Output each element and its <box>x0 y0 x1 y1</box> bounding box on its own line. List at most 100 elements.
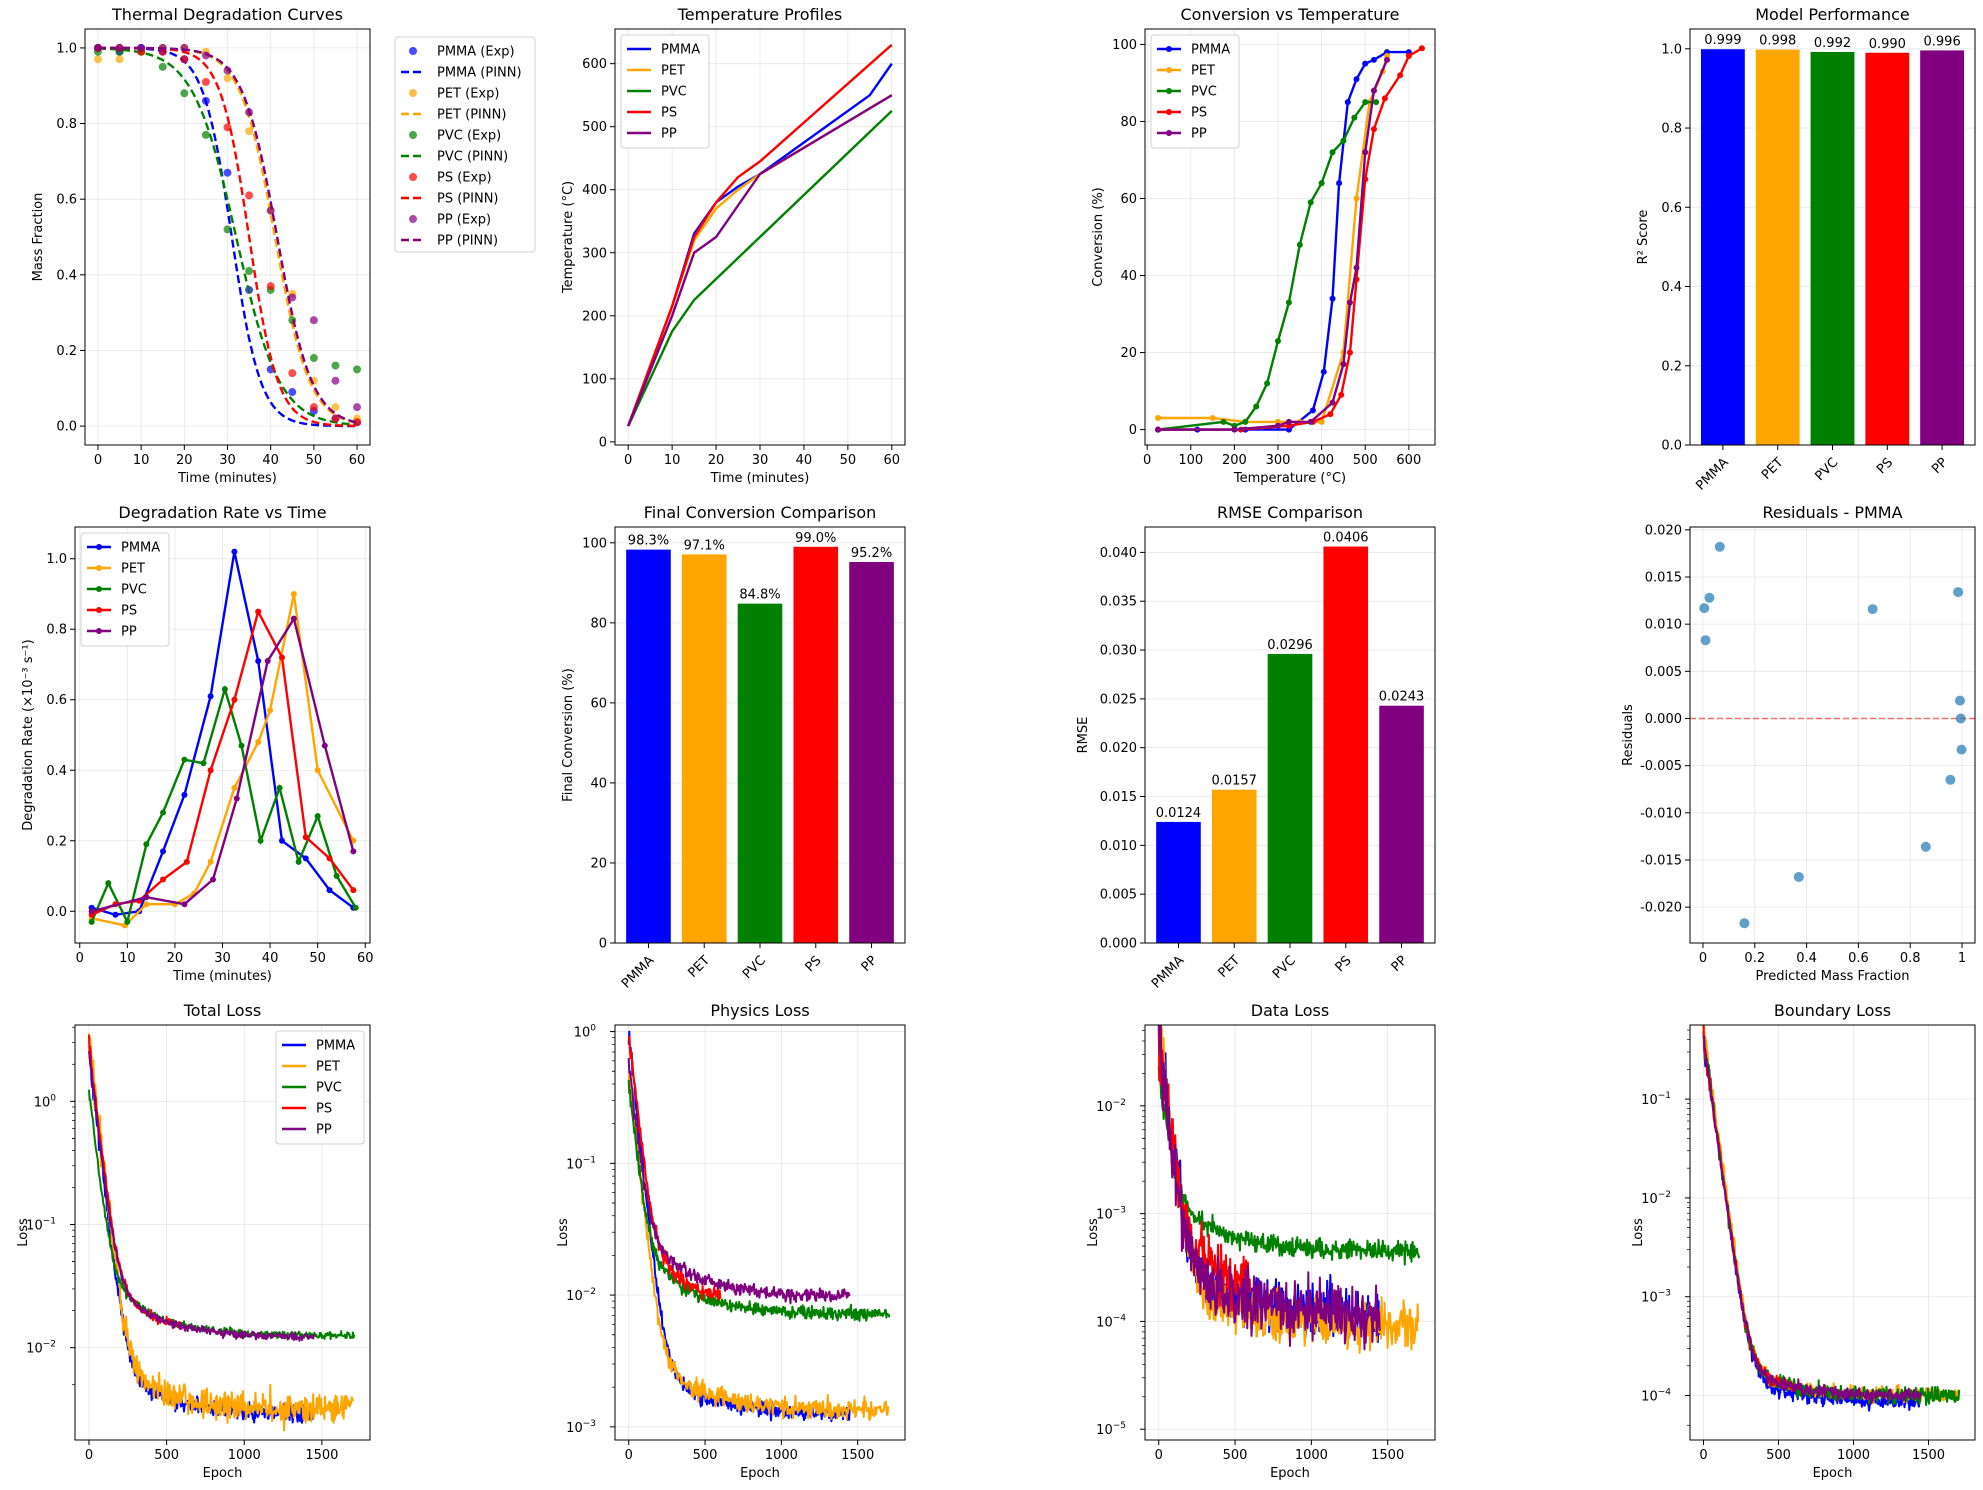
series-line-pvc <box>627 110 893 427</box>
loss-line-pmma <box>1702 1031 1922 1412</box>
bar-ps <box>793 546 839 943</box>
x-tick-label: 60 <box>884 453 901 468</box>
chart-rmse_comparison: 0.0124 0.0157 0.0296 0.0406 0.0243 PMMA PET PVC… <box>1076 503 1436 992</box>
loss-line-ps <box>627 1035 722 1301</box>
series-line-pet <box>91 593 355 927</box>
chart-title: Data Loss <box>1251 1001 1329 1020</box>
legend-label: PS <box>121 604 137 619</box>
series-marker-ps <box>302 834 309 841</box>
legend-label: PS (Exp) <box>437 171 492 186</box>
exp-point-pvc <box>201 130 210 139</box>
series-marker-pmma <box>1320 368 1327 375</box>
bar-value-label: 0.0243 <box>1379 690 1425 705</box>
y-tick-label: 40 <box>590 776 607 791</box>
x-tick-label: 1500 <box>305 1448 338 1463</box>
series-marker-pp <box>181 901 188 908</box>
series-marker-pvc <box>295 858 302 865</box>
y-tick-label: 0.4 <box>1661 280 1682 295</box>
y-tick-label: 10−2 <box>1096 1098 1126 1115</box>
legend-marker-dot <box>96 544 102 550</box>
x-tick-label: 10 <box>119 951 136 966</box>
series-marker-pvc <box>1373 99 1380 106</box>
bar-value-label: 97.1% <box>684 538 725 553</box>
y-tick-label: 0.4 <box>56 268 77 283</box>
residual-point <box>1700 635 1711 646</box>
y-tick-label: 0.8 <box>56 117 77 132</box>
chart-conversion_vs_temperature: 0 100 200 300 400 500 600 0 20 40 60 80 100 Conversio… <box>1091 5 1436 486</box>
exp-point-pp <box>93 43 102 52</box>
x-tick-label: PVC <box>740 953 769 982</box>
legend-marker-dot <box>1166 88 1172 94</box>
x-tick-label: 0 <box>1699 951 1707 966</box>
legend-label: PS (PINN) <box>437 192 499 207</box>
residual-point <box>1704 592 1715 603</box>
exp-point-pvc <box>309 354 318 363</box>
series-marker-pmma <box>302 855 309 862</box>
series-marker-pet <box>314 767 321 774</box>
legend-label: PVC <box>1191 85 1217 100</box>
y-tick-label: 0.0 <box>46 905 67 920</box>
series-marker-pmma <box>1344 99 1351 106</box>
y-tick-label: 60 <box>590 696 607 711</box>
series-marker-pvc <box>160 809 167 816</box>
bar-value-label: 84.8% <box>739 588 780 603</box>
chart-thermal_degradation: 0 10 20 30 40 50 60 0.0 0.2 0.4 0.6 0.8 1.0 Thermal D… <box>31 5 536 486</box>
legend-marker-dot <box>96 586 102 592</box>
plot-area <box>627 43 893 427</box>
y-tick-label: -0.005 <box>1640 759 1682 774</box>
series-marker-ps <box>207 767 214 774</box>
legend-label: PMMA (PINN) <box>437 66 522 81</box>
loss-line-pvc <box>627 1079 891 1322</box>
loss-line-pmma <box>627 1030 851 1423</box>
axes-frame <box>1689 526 1976 944</box>
x-tick-label: 0 <box>624 453 632 468</box>
x-tick-label: PET <box>1759 455 1787 483</box>
y-tick-label: 0.6 <box>56 193 77 208</box>
y-tick-label: 0.010 <box>1100 839 1137 854</box>
y-tick-label: 0 <box>599 435 607 450</box>
y-tick-label: 10−5 <box>1096 1421 1126 1438</box>
residual-point <box>1699 603 1710 614</box>
series-line-pvc <box>90 684 357 926</box>
chart-title: Residuals - PMMA <box>1762 503 1902 522</box>
legend-label: PS <box>1191 106 1207 121</box>
legend-label: PVC <box>661 85 687 100</box>
exp-point-pvc <box>331 361 340 370</box>
series-marker-pvc <box>1318 180 1325 187</box>
residual-point <box>1920 841 1931 852</box>
y-tick-label: 0.000 <box>1100 937 1137 952</box>
plot-area <box>1702 1025 1961 1412</box>
series-marker-pvc <box>221 686 228 693</box>
x-tick-label: PVC <box>1270 953 1299 982</box>
y-tick-label: 0.020 <box>1100 741 1137 756</box>
series-line-ps <box>627 43 893 427</box>
y-tick-label: 0.2 <box>56 344 77 359</box>
bar-pmma <box>1156 821 1201 943</box>
x-tick-label: PP <box>859 953 881 975</box>
series-marker-ps <box>1370 126 1377 133</box>
exp-point-ps <box>353 418 362 427</box>
exp-point-pmma <box>223 168 232 177</box>
legend-label: PET <box>661 64 685 79</box>
series-marker-pvc <box>200 760 207 767</box>
series-marker-pmma <box>231 548 238 555</box>
legend-label: PMMA <box>121 541 160 556</box>
x-tick-label: 200 <box>1222 453 1247 468</box>
series-marker-pvc <box>1362 99 1369 106</box>
series-marker-ps <box>160 876 167 883</box>
series-marker-pvc <box>181 756 188 763</box>
x-tick-label: 0.6 <box>1848 951 1869 966</box>
plot-area <box>1690 541 1975 929</box>
series-marker-pmma <box>278 837 285 844</box>
loss-line-pet <box>627 1071 890 1422</box>
x-tick-label: 500 <box>1353 453 1378 468</box>
series-marker-pmma <box>1362 60 1369 67</box>
y-axis-label: Mass Fraction <box>31 193 46 282</box>
x-tick-label: 10 <box>664 453 681 468</box>
series-marker-pvc <box>88 918 95 925</box>
series-marker-pmma <box>1370 56 1377 63</box>
series-marker-ps <box>183 858 190 865</box>
series-marker-pvc <box>257 837 264 844</box>
x-tick-label: 0 <box>85 1448 93 1463</box>
series-marker-pet <box>267 707 274 714</box>
